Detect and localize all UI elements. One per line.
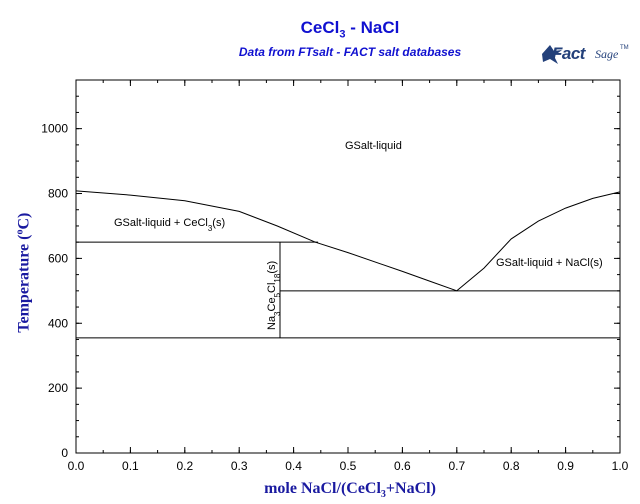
liquidus-line bbox=[75, 190, 457, 292]
y-axis-label: Temperature (oC) bbox=[14, 212, 33, 333]
chart-subtitle: Data from FTsalt - FACT salt databases bbox=[238, 45, 462, 59]
y-tick-label: 800 bbox=[48, 187, 68, 201]
region-label-liquid-nacl: GSalt-liquid + NaCl(s) bbox=[496, 257, 603, 269]
liquidus-line bbox=[456, 191, 621, 292]
x-tick-label: 0.5 bbox=[340, 459, 357, 473]
x-tick-label: 0.7 bbox=[448, 459, 465, 473]
x-tick-label: 0.0 bbox=[68, 459, 85, 473]
region-label-liquid: GSalt-liquid bbox=[345, 140, 402, 152]
logo-sage-text: Sage bbox=[595, 47, 619, 61]
region-label-liquid-cecl3: GSalt-liquid + CeCl3(s) bbox=[114, 217, 225, 233]
x-tick-label: 0.1 bbox=[122, 459, 139, 473]
x-tick-label: 0.2 bbox=[176, 459, 193, 473]
y-tick-label: 1000 bbox=[41, 122, 68, 136]
x-tick-label: 0.6 bbox=[394, 459, 411, 473]
y-tick-label: 0 bbox=[61, 446, 68, 460]
region-label-compound: Na3Ce5Cl18(s) bbox=[266, 261, 282, 330]
logo-fact-text: Fact bbox=[552, 44, 585, 63]
axis-ticks: 0.0 0.1 0.2 0.3 0.4 0.5 0.6 0.7 0.8 0.9 1.0 0 200 400… bbox=[41, 80, 629, 473]
x-tick-label: 0.9 bbox=[557, 459, 574, 473]
factsage-logo-icon bbox=[542, 45, 562, 64]
x-axis-label: mole NaCl/(CeCl3+NaCl) bbox=[264, 480, 436, 501]
chart-title: CeCl3 - NaCl bbox=[300, 18, 400, 41]
factsage-logo: Fact Sage TM bbox=[540, 40, 629, 70]
x-tick-label: 1.0 bbox=[612, 459, 629, 473]
x-tick-label: 0.3 bbox=[231, 459, 248, 473]
x-tick-label: 0.8 bbox=[503, 459, 520, 473]
x-tick-label: 0.4 bbox=[285, 459, 302, 473]
y-tick-label: 600 bbox=[48, 251, 68, 265]
y-tick-label: 200 bbox=[48, 381, 68, 395]
logo-tm-text: TM bbox=[620, 45, 629, 51]
y-tick-label: 400 bbox=[48, 316, 68, 330]
phase-boundaries bbox=[75, 190, 621, 339]
